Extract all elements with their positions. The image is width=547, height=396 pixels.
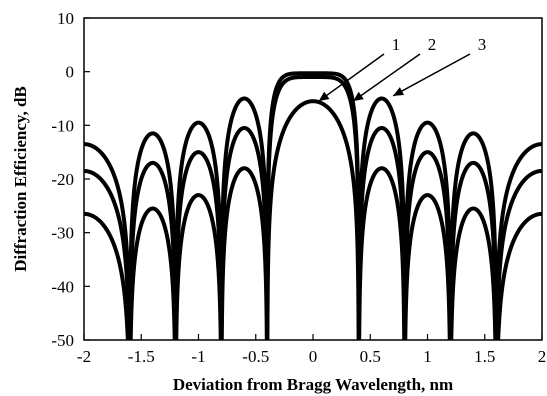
annotation-label-1: 1 [392, 35, 401, 54]
curves-layer [84, 71, 542, 340]
series-2-line [84, 75, 542, 340]
x-tick-label: -0.5 [242, 347, 269, 366]
annotation-label-2: 2 [428, 35, 437, 54]
y-tick-label: -40 [51, 277, 74, 296]
y-tick-label: -50 [51, 331, 74, 350]
annotation-arrow-line [392, 53, 471, 97]
annotation-arrowhead [318, 91, 330, 102]
annotation-arrowhead [393, 87, 405, 96]
x-tick-label: 2 [538, 347, 547, 366]
y-tick-label: -10 [51, 116, 74, 135]
x-tick-label: -2 [77, 347, 91, 366]
series-1-line [84, 99, 542, 340]
plot-frame [83, 17, 543, 341]
x-axis-title: Deviation from Bragg Wavelength, nm [173, 375, 453, 394]
series-3-line [84, 71, 542, 340]
annotation-arrow-line [352, 53, 421, 102]
y-axis: 10 0 -10 -20 -30 -40 -50 [51, 9, 90, 350]
x-tick-label: -1.5 [128, 347, 155, 366]
x-axis: -2 -1.5 -1 -0.5 0 0.5 1 1.5 2 [77, 334, 546, 366]
y-tick-label: 0 [66, 63, 75, 82]
x-tick-label: 1.5 [474, 347, 495, 366]
annotation-arrow-line [318, 53, 385, 102]
annotation-label-3: 3 [478, 35, 487, 54]
x-tick-label: -1 [191, 347, 205, 366]
x-tick-label: 1 [423, 347, 432, 366]
y-tick-label: -30 [51, 224, 74, 243]
y-tick-label: 10 [57, 9, 74, 28]
annotation-arrowhead [353, 91, 364, 102]
x-tick-label: 0 [309, 347, 318, 366]
annotations-layer: 1 2 3 [318, 35, 487, 102]
x-tick-label: 0.5 [360, 347, 381, 366]
y-tick-label: -20 [51, 170, 74, 189]
y-axis-title: Diffraction Efficiency, dB [11, 86, 30, 272]
